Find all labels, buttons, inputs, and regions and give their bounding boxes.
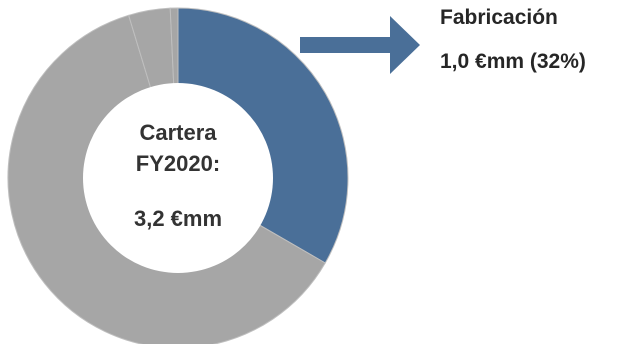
donut-hole — [83, 83, 273, 273]
center-label-line2: FY2020: — [136, 151, 220, 176]
callout-arrow — [300, 16, 420, 74]
center-total-value: 3,2 €mm — [134, 206, 222, 231]
callout-segment-value: 1,0 €mm (32%) — [440, 50, 586, 73]
callout-segment-name: Fabricación — [440, 6, 558, 29]
center-label-line1: Cartera — [139, 120, 217, 145]
